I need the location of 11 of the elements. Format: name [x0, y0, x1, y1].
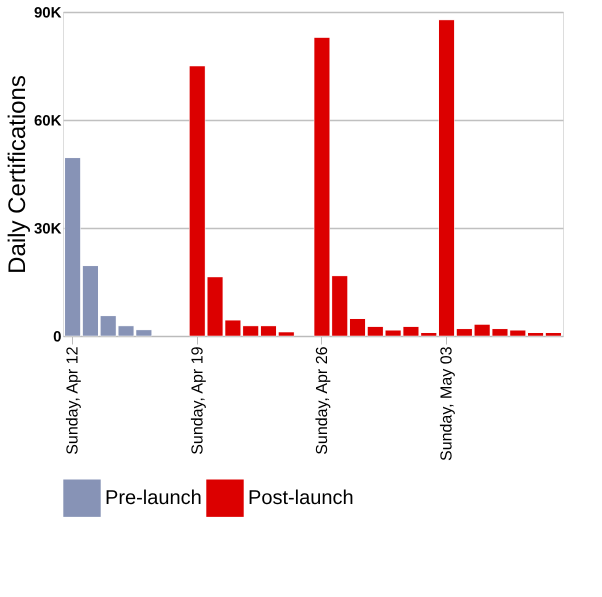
x-tick-label: Sunday, Apr 19 — [189, 346, 206, 455]
x-tick-label: Sunday, Apr 26 — [314, 346, 331, 455]
legend-label: Pre-launch — [105, 487, 202, 510]
y-tick-label: 0 — [53, 328, 62, 346]
x-tick-label: Sunday, May 03 — [438, 346, 456, 461]
y-tick-label: 90K — [34, 4, 62, 22]
x-tick-label: Sunday, Apr 12 — [64, 346, 82, 455]
y-tick-label: 60K — [34, 112, 62, 130]
y-tick-label: 30K — [34, 220, 62, 238]
legend-label: Post-launch — [248, 487, 354, 510]
y-axis-title: Daily Certifications — [4, 75, 31, 274]
